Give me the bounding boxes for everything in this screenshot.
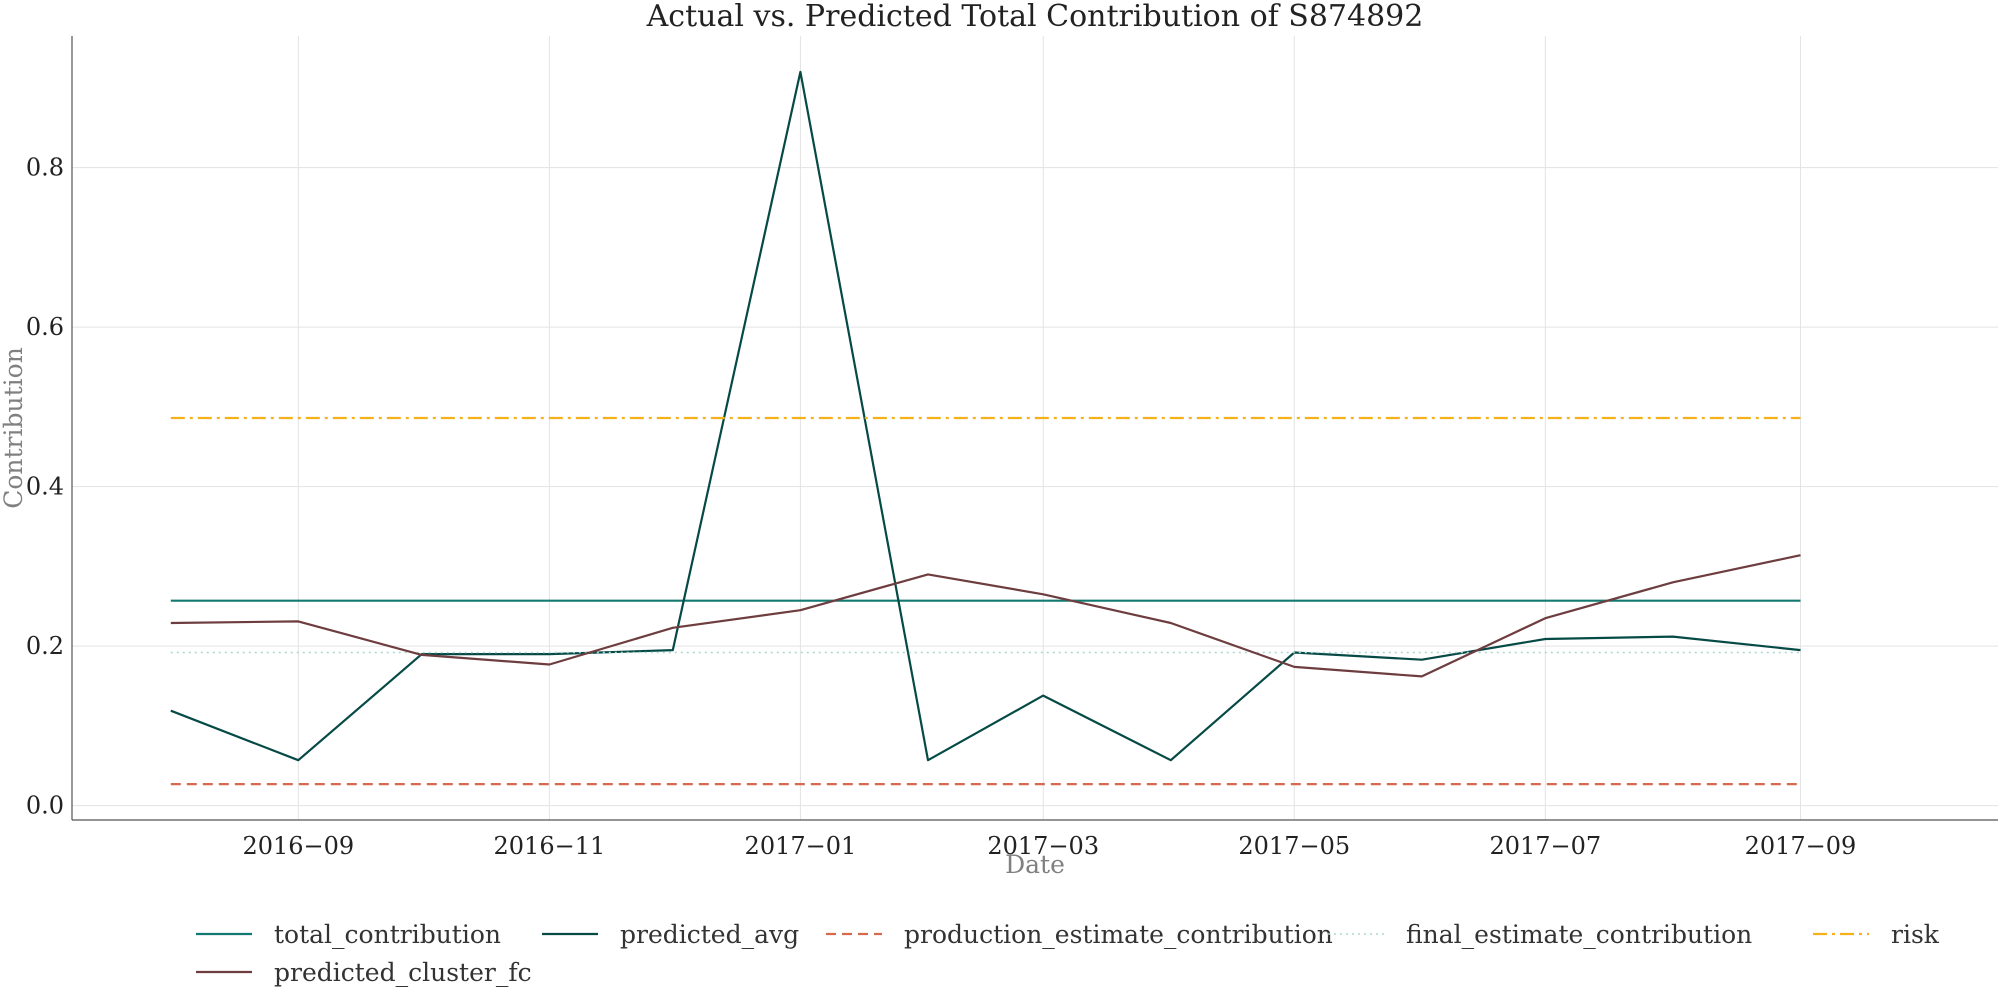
x-tick-label: 2017−03 <box>987 832 1099 860</box>
series-layer <box>170 70 1801 786</box>
x-tick-label: 2017−01 <box>745 832 857 860</box>
y-tick-label: 0.0 <box>26 792 64 820</box>
y-tick-label: 0.4 <box>26 473 64 501</box>
y-axis-title: Contribution <box>0 347 28 509</box>
legend-label: risk <box>1891 920 1940 949</box>
series-line-predicted-cluster-fc <box>170 554 1801 678</box>
legend-item-predicted-cluster-fc: predicted_cluster_fc <box>196 958 532 987</box>
legend-item-final-estimate-contribution: final_estimate_contribution <box>1328 920 1752 949</box>
legend-label: total_contribution <box>274 920 501 949</box>
x-axis-title: Date <box>1005 850 1065 879</box>
legend-item-production-estimate-contribution: production_estimate_contribution <box>826 920 1333 949</box>
y-tick-label: 0.2 <box>26 632 64 660</box>
legend-item-predicted-avg: predicted_avg <box>542 920 799 949</box>
x-tick-label: 2017−07 <box>1489 832 1601 860</box>
legend: total_contribution predicted_avg productio… <box>196 920 1940 987</box>
x-tick-label: 2016−09 <box>242 832 354 860</box>
legend-label: production_estimate_contribution <box>904 920 1333 949</box>
axes <box>71 36 1998 821</box>
legend-item-risk: risk <box>1813 920 1940 949</box>
chart-title: Actual vs. Predicted Total Contribution … <box>646 0 1424 34</box>
legend-label: predicted_avg <box>620 920 799 949</box>
legend-item-total-contribution: total_contribution <box>196 920 501 949</box>
tick-labels: 2016−09 2016−11 2017−01 2017−03 2017−05 2017−… <box>26 154 1857 860</box>
y-tick-label: 0.6 <box>26 313 64 341</box>
x-tick-label: 2017−05 <box>1238 832 1350 860</box>
y-tick-label: 0.8 <box>26 154 64 182</box>
series-line-predicted-avg <box>170 70 1801 762</box>
legend-label: predicted_cluster_fc <box>274 958 532 987</box>
x-tick-label: 2016−11 <box>494 832 606 860</box>
x-tick-label: 2017−09 <box>1745 832 1857 860</box>
grid <box>72 36 1998 820</box>
legend-label: final_estimate_contribution <box>1406 920 1752 949</box>
